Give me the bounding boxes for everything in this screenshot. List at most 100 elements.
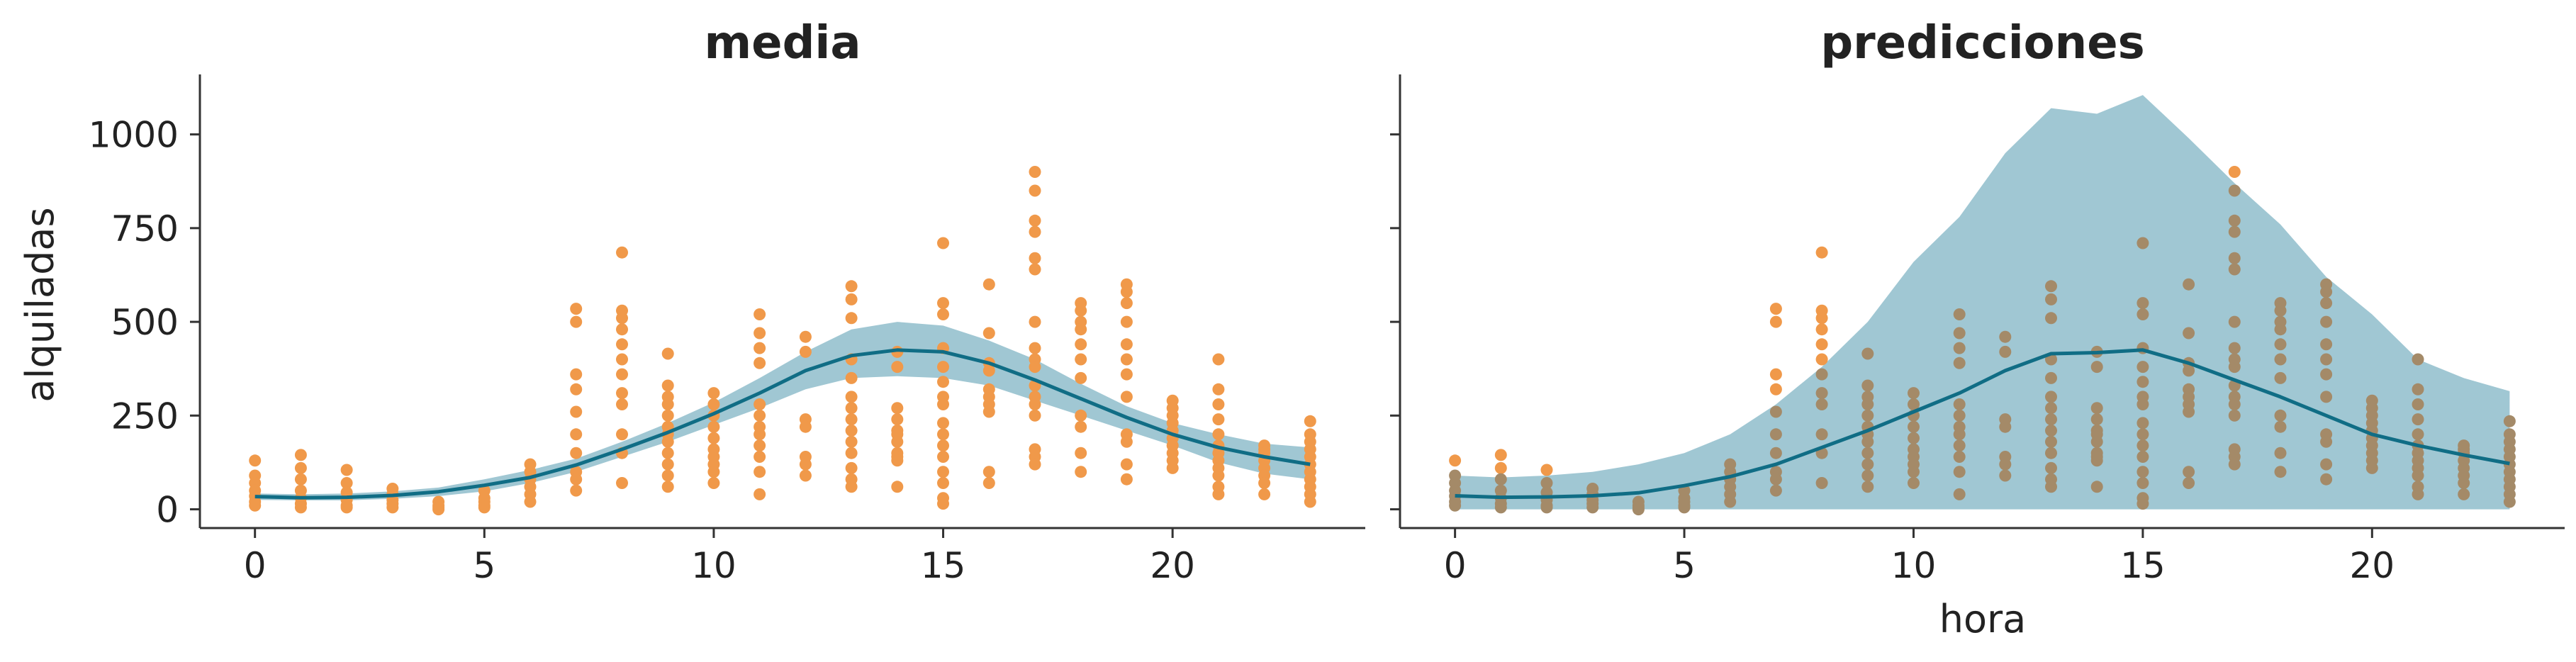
data-point: [2228, 409, 2241, 422]
data-point: [2503, 495, 2516, 508]
data-point: [2137, 466, 2149, 478]
y-axis-label: alquiladas: [18, 207, 62, 402]
data-point: [2045, 391, 2057, 403]
data-point: [340, 501, 353, 514]
data-point: [2137, 297, 2149, 310]
data-point: [524, 495, 537, 508]
data-point: [1120, 435, 1133, 448]
data-point: [1861, 435, 1874, 448]
data-point: [1815, 368, 1828, 381]
data-point: [2045, 402, 2057, 415]
data-point: [1449, 499, 1462, 512]
panel-predicciones: predicciones hora 0 5 10 15 20: [1390, 17, 2565, 641]
data-point: [249, 499, 262, 512]
data-point: [570, 368, 583, 381]
data-point: [2228, 166, 2241, 178]
data-point: [845, 293, 858, 305]
data-point: [2412, 469, 2424, 482]
data-point: [1861, 469, 1874, 482]
data-point: [2320, 338, 2333, 351]
data-point: [2228, 252, 2241, 264]
data-point: [1540, 501, 1553, 514]
data-point: [1166, 461, 1179, 474]
data-point: [845, 481, 858, 493]
x-tick-label: 10: [1891, 545, 1937, 586]
data-point: [1029, 214, 1041, 227]
data-point: [2137, 428, 2149, 441]
data-point: [937, 466, 949, 478]
data-point: [2274, 338, 2287, 351]
data-point: [1212, 488, 1225, 500]
data-point: [982, 405, 995, 418]
data-point: [2137, 398, 2149, 410]
data-point: [1678, 501, 1691, 514]
data-point: [570, 383, 583, 395]
x-axis-label: hora: [1939, 597, 2027, 641]
data-point: [1953, 409, 1966, 422]
data-point: [2274, 466, 2287, 478]
data-point: [1632, 503, 1645, 516]
data-point: [845, 447, 858, 459]
data-point: [1769, 383, 1782, 395]
data-point: [2365, 461, 2378, 474]
data-point: [982, 364, 995, 377]
data-point: [1769, 303, 1782, 315]
data-point: [1029, 409, 1041, 422]
data-point: [937, 477, 949, 489]
x-tick-label: 20: [1150, 545, 1195, 586]
data-point: [982, 327, 995, 340]
data-point: [754, 466, 766, 478]
data-point: [294, 449, 307, 461]
data-point: [661, 379, 674, 392]
data-point: [1769, 473, 1782, 486]
data-point: [2137, 361, 2149, 374]
data-point: [2228, 458, 2241, 471]
data-point: [2090, 402, 2103, 415]
y-tick-label: 250: [111, 395, 179, 437]
data-point: [340, 464, 353, 476]
data-point: [294, 461, 307, 474]
panel-title-media: media: [704, 17, 861, 69]
data-point: [937, 417, 949, 430]
data-point: [1029, 342, 1041, 354]
data-point: [845, 371, 858, 384]
data-point: [707, 398, 720, 410]
data-point: [2183, 278, 2195, 291]
data-point: [1861, 398, 1874, 410]
data-point: [570, 315, 583, 328]
data-point: [707, 432, 720, 444]
x-tick-label: 10: [691, 545, 737, 586]
data-point: [249, 454, 262, 467]
data-point: [1769, 315, 1782, 328]
data-point: [707, 477, 720, 489]
data-point: [754, 451, 766, 463]
data-point: [570, 473, 583, 486]
data-point: [1953, 466, 1966, 478]
data-point: [1075, 338, 1087, 351]
data-point: [2045, 461, 2057, 474]
data-point: [1120, 473, 1133, 486]
data-point: [2183, 327, 2195, 340]
data-point: [845, 425, 858, 437]
uncertainty-band: [254, 322, 1311, 500]
data-point: [2137, 237, 2149, 249]
data-point: [1212, 428, 1225, 441]
data-point: [616, 312, 628, 325]
mean-line: [1455, 348, 2510, 500]
data-point: [2320, 473, 2333, 486]
data-point: [2228, 398, 2241, 410]
data-point: [2412, 413, 2424, 426]
data-point: [845, 312, 858, 325]
data-point: [937, 451, 949, 463]
data-point: [1769, 484, 1782, 497]
data-point: [1029, 458, 1041, 471]
data-point: [937, 308, 949, 320]
data-point: [1304, 415, 1316, 427]
data-point: [616, 398, 628, 410]
data-point: [1120, 315, 1133, 328]
data-point: [1494, 501, 1507, 514]
data-point: [982, 477, 995, 489]
data-point: [1029, 166, 1041, 178]
band-layer: [1455, 95, 2510, 510]
data-point: [845, 280, 858, 293]
